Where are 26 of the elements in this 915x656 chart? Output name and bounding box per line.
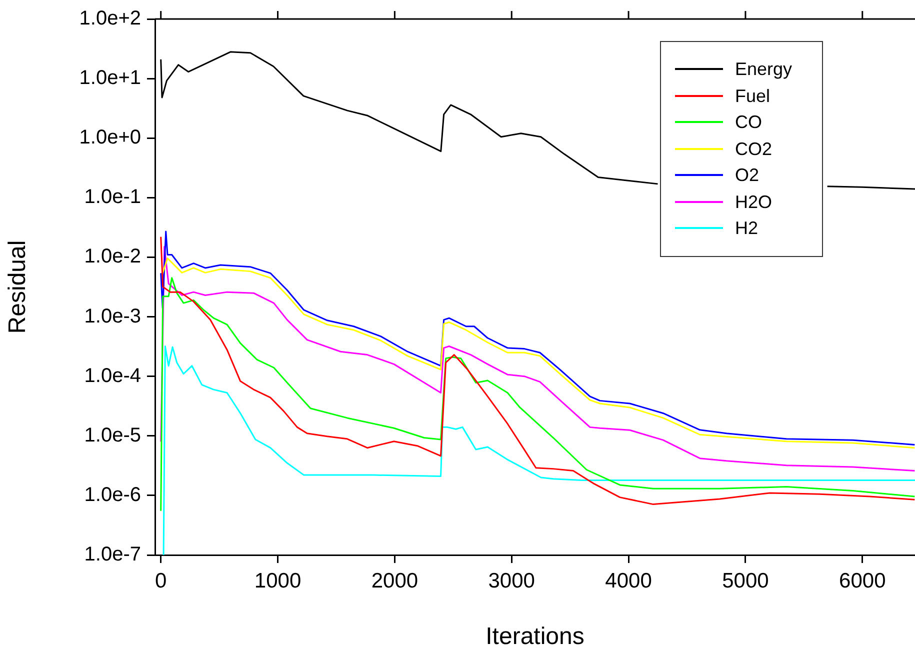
legend-label: O2: [735, 164, 760, 187]
x-axis-title: Iterations: [486, 623, 584, 650]
x-tick-label: 4000: [605, 569, 652, 592]
y-tick-label: 1.0e-6: [84, 484, 141, 506]
y-tick-label: 1.0e-1: [84, 186, 141, 208]
y-axis-title: Residual: [4, 240, 32, 334]
x-tick-label: 6000: [839, 569, 886, 592]
y-tick-label: 1.0e-3: [84, 305, 141, 328]
y-tick-label: 1.0e+0: [79, 126, 141, 149]
y-tick-label: 1.0e-5: [84, 424, 141, 446]
legend-label: CO2: [735, 138, 772, 160]
x-tick-label: 1000: [254, 569, 302, 592]
y-tick-label: 1.0e-2: [84, 246, 141, 268]
x-tick-label: 5000: [722, 569, 769, 592]
y-tick-label: 1.0e-7: [84, 544, 141, 566]
y-tick-label: 1.0e-4: [84, 364, 141, 387]
y-tick-label: 1.0e+2: [79, 8, 141, 30]
x-tick-label: 0: [155, 569, 167, 592]
legend-label: H2: [735, 217, 758, 240]
x-tick-label: 3000: [488, 569, 535, 592]
legend-label: H2O: [735, 190, 772, 214]
x-tick-label: 2000: [371, 569, 418, 592]
y-tick-label: 1.0e+1: [79, 67, 141, 90]
legend-label: Fuel: [735, 84, 770, 108]
legend-label: CO: [735, 111, 762, 134]
legend-label: Energy: [735, 58, 792, 81]
